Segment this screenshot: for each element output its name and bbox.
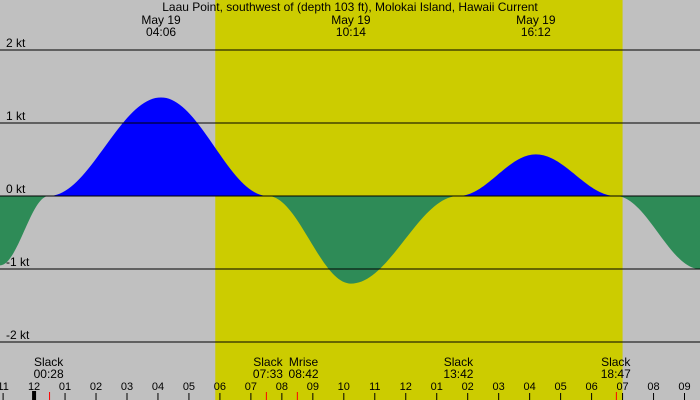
x-tick-label: 04 (524, 381, 536, 393)
y-tick-label: 1 kt (6, 109, 26, 123)
slack-event-time: 18:47 (601, 367, 631, 381)
x-tick-label: 12 (400, 381, 412, 393)
ebb-area (615, 196, 700, 269)
max-current-date: May 19 (141, 13, 181, 27)
slack-event-time: 13:42 (443, 367, 473, 381)
slack-event-label: Slack (34, 355, 64, 369)
ebb-area (267, 196, 459, 284)
max-current-time: 10:14 (336, 25, 366, 39)
x-tick-label: 08 (647, 381, 659, 393)
y-tick-label: 0 kt (6, 182, 26, 196)
slack-event-label: Slack (601, 355, 631, 369)
x-tick-label: 07 (245, 381, 257, 393)
x-tick-label: 07 (616, 381, 628, 393)
x-tick-label: 03 (493, 381, 505, 393)
x-tick-label: 09 (307, 381, 319, 393)
x-tick-label: 02 (90, 381, 102, 393)
x-tick-label: 06 (585, 381, 597, 393)
x-tick-label: 03 (121, 381, 133, 393)
x-tick-label: 11 (369, 381, 380, 393)
x-tick-label: 05 (183, 381, 195, 393)
ebb-area (0, 196, 49, 266)
max-current-time: 04:06 (146, 25, 176, 39)
midnight-marker (32, 391, 37, 400)
x-tick-label: 08 (276, 381, 288, 393)
y-tick-label: -1 kt (6, 255, 30, 269)
slack-event-label: Slack (253, 355, 283, 369)
chart-title: Laau Point, southwest of (depth 103 ft),… (162, 0, 538, 14)
flood-area (458, 154, 616, 196)
y-tick-label: -2 kt (6, 328, 30, 342)
x-tick-label: 10 (338, 381, 350, 393)
x-tick-label: 12 (28, 381, 40, 393)
x-tick-label: 04 (152, 381, 164, 393)
x-tick-label: 02 (462, 381, 474, 393)
max-current-date: May 19 (331, 13, 371, 27)
x-tick-label: 01 (59, 381, 71, 393)
max-current-date: May 19 (516, 13, 556, 27)
flood-area (48, 97, 268, 196)
x-tick-label: 11 (0, 381, 9, 393)
x-tick-label: 01 (431, 381, 443, 393)
max-current-time: 16:12 (521, 25, 551, 39)
x-tick-label: 05 (554, 381, 566, 393)
y-tick-label: 2 kt (6, 36, 26, 50)
slack-event-label: Mrise (289, 355, 319, 369)
slack-event-time: 08:42 (289, 367, 319, 381)
slack-event-time: 00:28 (34, 367, 64, 381)
slack-event-label: Slack (444, 355, 474, 369)
x-tick-label: 09 (678, 381, 690, 393)
x-tick-label: 06 (214, 381, 226, 393)
slack-event-time: 07:33 (253, 367, 283, 381)
